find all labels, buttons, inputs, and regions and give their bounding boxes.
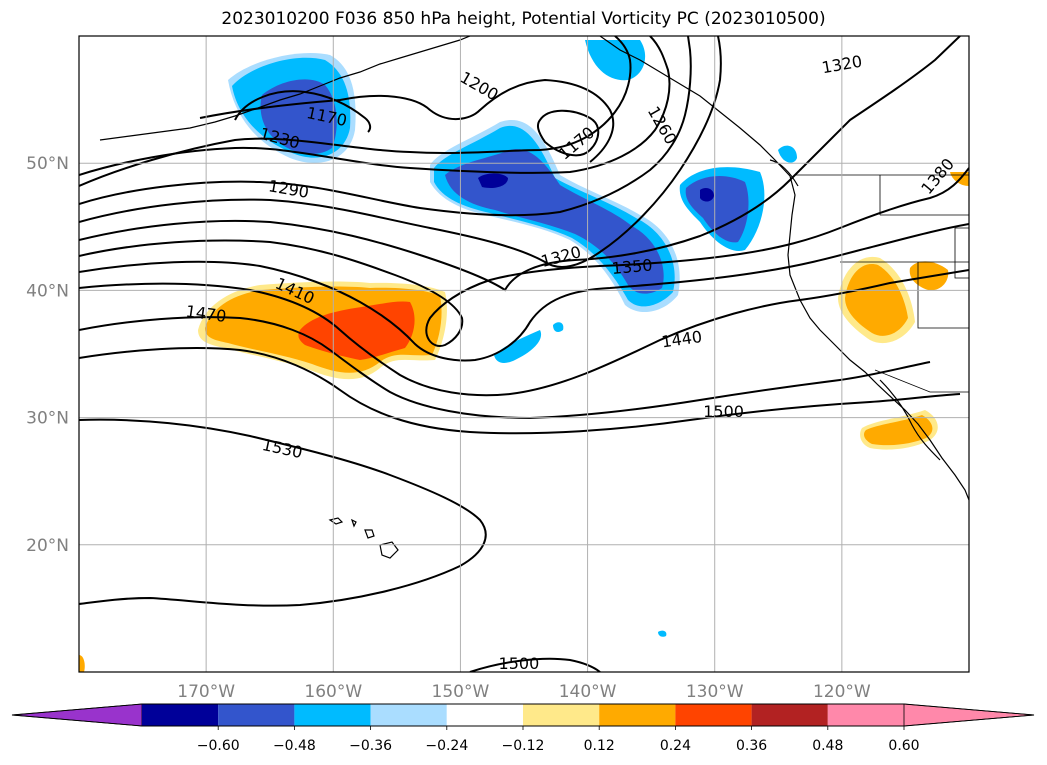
lon-tick-label: 120°W (813, 682, 871, 702)
colorbar-swatch (218, 704, 295, 726)
colorbar-swatch (751, 704, 828, 726)
pv-red-orange-region (298, 301, 415, 360)
gridlines (79, 36, 969, 672)
coastlines (99, 36, 969, 559)
colorbar-tick-label: 0.12 (584, 738, 615, 754)
pv-orange-region-corner (79, 655, 85, 672)
pv-cyan-region-small (494, 330, 542, 363)
pv-cyan-region-small (778, 145, 797, 163)
lon-tick-label: 140°W (559, 682, 617, 702)
north-america-west-coast (787, 175, 969, 501)
colorbar-tick-label: 0.60 (888, 738, 919, 754)
lon-tick-label: 150°W (432, 682, 490, 702)
vancouver-island (769, 159, 799, 187)
lat-tick-label: 20°N (26, 536, 69, 556)
colorbar-outline (11, 703, 1035, 727)
contour-1290 (79, 36, 692, 217)
colorbar-swatch (294, 704, 371, 726)
colorbar-swatch (370, 704, 447, 726)
longitude-labels: 170°W 160°W 150°W 140°W 130°W 120°W (177, 682, 871, 702)
contour-label: 1350 (611, 255, 653, 277)
colorbar-under-extend (11, 703, 143, 727)
colorbar-tick-label: 0.24 (660, 738, 691, 754)
pv-navy-region (478, 173, 508, 188)
colorbar-tick-label: 0.36 (736, 738, 767, 754)
contour-1320 (79, 36, 722, 268)
pv-cyan-region-small (658, 630, 667, 637)
contour-1230 (79, 36, 632, 187)
contour-1260 (79, 36, 671, 176)
colorbar-tick-label: −0.48 (273, 738, 316, 754)
pv-orange-region-south (864, 415, 933, 446)
contour-1470 (79, 316, 931, 420)
lon-tick-label: 160°W (304, 682, 362, 702)
latitude-labels: 20°N 30°N 40°N 50°N (26, 154, 69, 556)
contour-1500-south (469, 657, 601, 672)
pv-blue-region (260, 79, 337, 154)
pv-positive-shading (79, 172, 969, 672)
colorbar (11, 703, 1035, 727)
political-borders (795, 174, 969, 393)
contour-1500 (79, 347, 961, 435)
alaska-panhandle-coast (599, 36, 791, 177)
colorbar-tick-label: −0.24 (425, 738, 468, 754)
colorbar-swatch (446, 704, 523, 726)
colorbar-tick-label: −0.36 (349, 738, 392, 754)
colorbar-swatch (142, 704, 219, 726)
map-frame (78, 35, 970, 673)
colorbar-swatch (599, 704, 676, 726)
baja-california-coast (879, 379, 941, 461)
state-borders (840, 175, 969, 393)
lat-tick-label: 40°N (26, 281, 69, 301)
colorbar-swatch (827, 704, 904, 726)
contour-1170-east (536, 109, 600, 157)
contour-1530 (79, 418, 487, 607)
colorbar-swatch (675, 704, 752, 726)
lat-tick-label: 30°N (26, 409, 69, 429)
contour-1410 (79, 223, 969, 362)
lat-tick-label: 50°N (26, 154, 69, 174)
contour-1350 (79, 36, 961, 292)
colorbar-tick-label: 0.48 (812, 738, 843, 754)
contour-label: 1500 (499, 654, 540, 673)
colorbar-tick-label: −0.12 (502, 738, 545, 754)
chart-title: 2023010200 F036 850 hPa height, Potentia… (221, 9, 826, 29)
colorbar-tick-label: −0.60 (197, 738, 240, 754)
contour-1200 (199, 78, 615, 163)
contour-label: 1500 (703, 402, 744, 421)
hawaii-islands (328, 517, 399, 559)
pv-cyan-region-small (553, 322, 564, 333)
alaska-coast (99, 36, 471, 141)
lon-tick-label: 130°W (686, 682, 744, 702)
lon-tick-label: 170°W (177, 682, 235, 702)
colorbar-tick-labels: −0.60 −0.48 −0.36 −0.24 −0.12 0.12 0.24 0.36 0.4… (197, 726, 920, 754)
colorbar-swatch (523, 704, 600, 726)
pv-navy-region-east (700, 188, 714, 202)
colorbar-over-extend (903, 703, 1035, 727)
